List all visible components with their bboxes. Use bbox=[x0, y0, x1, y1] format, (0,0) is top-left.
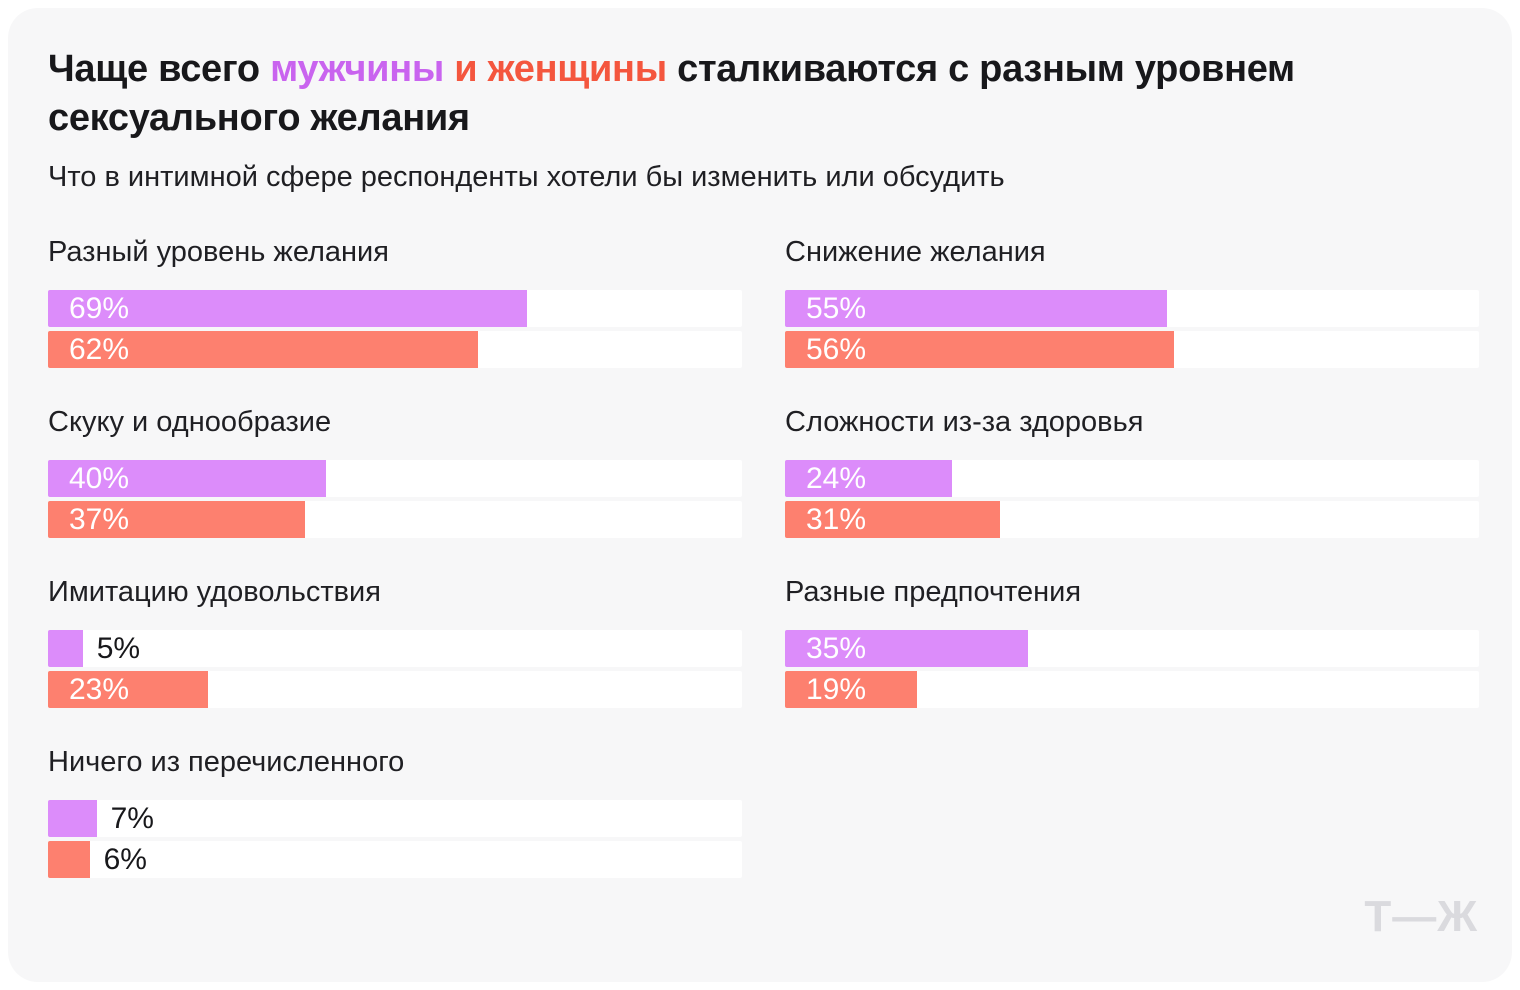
bar-track-мужчины: 24% bbox=[785, 460, 1479, 498]
chart-group: Разные предпочтения 35% 19% bbox=[785, 574, 1479, 709]
chart-title-part: и женщины bbox=[444, 48, 667, 90]
bar-женщины: 23% bbox=[48, 671, 208, 709]
chart-title-part: Чаще всего bbox=[48, 48, 271, 90]
chart-card: Чаще всего мужчины и женщины сталкиваютс… bbox=[8, 8, 1512, 982]
bar-мужчины: 40% bbox=[48, 460, 326, 498]
bar-женщины bbox=[48, 841, 90, 879]
bar-track-мужчины: 35% bbox=[785, 630, 1479, 668]
bar-value-label: 19% bbox=[806, 672, 867, 706]
bar-value-label: 7% bbox=[110, 801, 154, 835]
bar-мужчины: 24% bbox=[785, 460, 952, 498]
group-label: Снижение желания bbox=[785, 236, 1046, 269]
bar-value-label: 56% bbox=[806, 332, 867, 366]
bar-track-женщины: 62% bbox=[48, 331, 742, 369]
bar-value-label: 55% bbox=[806, 291, 867, 325]
bar-value-label: 62% bbox=[69, 332, 130, 366]
bar-track-женщины: 37% bbox=[48, 501, 742, 539]
chart-group: Разный уровень желания 69% 62% bbox=[48, 234, 742, 369]
tj-logo: Т—Ж bbox=[1364, 892, 1478, 941]
bar-мужчины bbox=[48, 630, 83, 668]
chart-column-2: Снижение желания 55% 56% Сложности из-за зд… bbox=[785, 234, 1479, 744]
bar-value-label: 5% bbox=[96, 631, 141, 665]
group-label: Скуку и однообразие bbox=[48, 406, 332, 439]
bar-женщины: 62% bbox=[48, 331, 479, 369]
chart-group: Ничего из перечисленного 7% 6% bbox=[48, 744, 742, 879]
bar-мужчины: 69% bbox=[48, 290, 527, 328]
bar-track-мужчины: 7% bbox=[48, 800, 742, 838]
chart-group: Сложности из-за здоровья 24% 31% bbox=[785, 404, 1479, 539]
bar-value-label: 37% bbox=[69, 502, 130, 536]
bar-value-label: 23% bbox=[69, 672, 130, 706]
bar-track-женщины: 31% bbox=[785, 501, 1479, 539]
chart-title-part: мужчины bbox=[270, 48, 445, 90]
bar-value-label: 31% bbox=[806, 502, 867, 536]
bar-женщины: 19% bbox=[785, 671, 917, 709]
chart-grid: Разный уровень желания 69% 62% Скуку и одно… bbox=[48, 234, 1479, 914]
chart-title: Чаще всего мужчины и женщины сталкиваютс… bbox=[48, 45, 1479, 142]
chart-group: Скуку и однообразие 40% 37% bbox=[48, 404, 742, 539]
bar-track-мужчины: 5% bbox=[48, 630, 742, 668]
bar-track-женщины: 6% bbox=[48, 841, 742, 879]
chart-group: Имитацию удовольствия 5% 23% bbox=[48, 574, 742, 709]
chart-title-part: сталкиваются с разным уровнем сексуально… bbox=[48, 48, 1295, 139]
bar-value-label: 24% bbox=[806, 461, 867, 495]
bar-женщины: 37% bbox=[48, 501, 305, 539]
bar-value-label: 69% bbox=[69, 291, 130, 325]
group-label: Сложности из-за здоровья bbox=[785, 406, 1144, 439]
chart-group: Снижение желания 55% 56% bbox=[785, 234, 1479, 369]
bar-track-мужчины: 55% bbox=[785, 290, 1479, 328]
group-label: Разный уровень желания bbox=[48, 236, 389, 269]
bar-мужчины: 35% bbox=[785, 630, 1028, 668]
bar-track-женщины: 19% bbox=[785, 671, 1479, 709]
chart-column-1: Разный уровень желания 69% 62% Скуку и одно… bbox=[48, 234, 742, 914]
group-label: Разные предпочтения bbox=[785, 576, 1082, 609]
bar-женщины: 31% bbox=[785, 501, 1001, 539]
group-label: Имитацию удовольствия bbox=[48, 576, 381, 609]
bar-value-label: 40% bbox=[69, 461, 130, 495]
bar-track-мужчины: 69% bbox=[48, 290, 742, 328]
chart-subtitle: Что в интимной сфере респонденты хотели … bbox=[48, 161, 1005, 194]
bar-мужчины bbox=[48, 800, 97, 838]
bar-value-label: 35% bbox=[806, 631, 867, 665]
bar-женщины: 56% bbox=[785, 331, 1174, 369]
bar-value-label: 6% bbox=[103, 842, 147, 876]
bar-мужчины: 55% bbox=[785, 290, 1167, 328]
group-label: Ничего из перечисленного bbox=[48, 746, 405, 779]
bar-track-мужчины: 40% bbox=[48, 460, 742, 498]
bar-track-женщины: 56% bbox=[785, 331, 1479, 369]
bar-track-женщины: 23% bbox=[48, 671, 742, 709]
